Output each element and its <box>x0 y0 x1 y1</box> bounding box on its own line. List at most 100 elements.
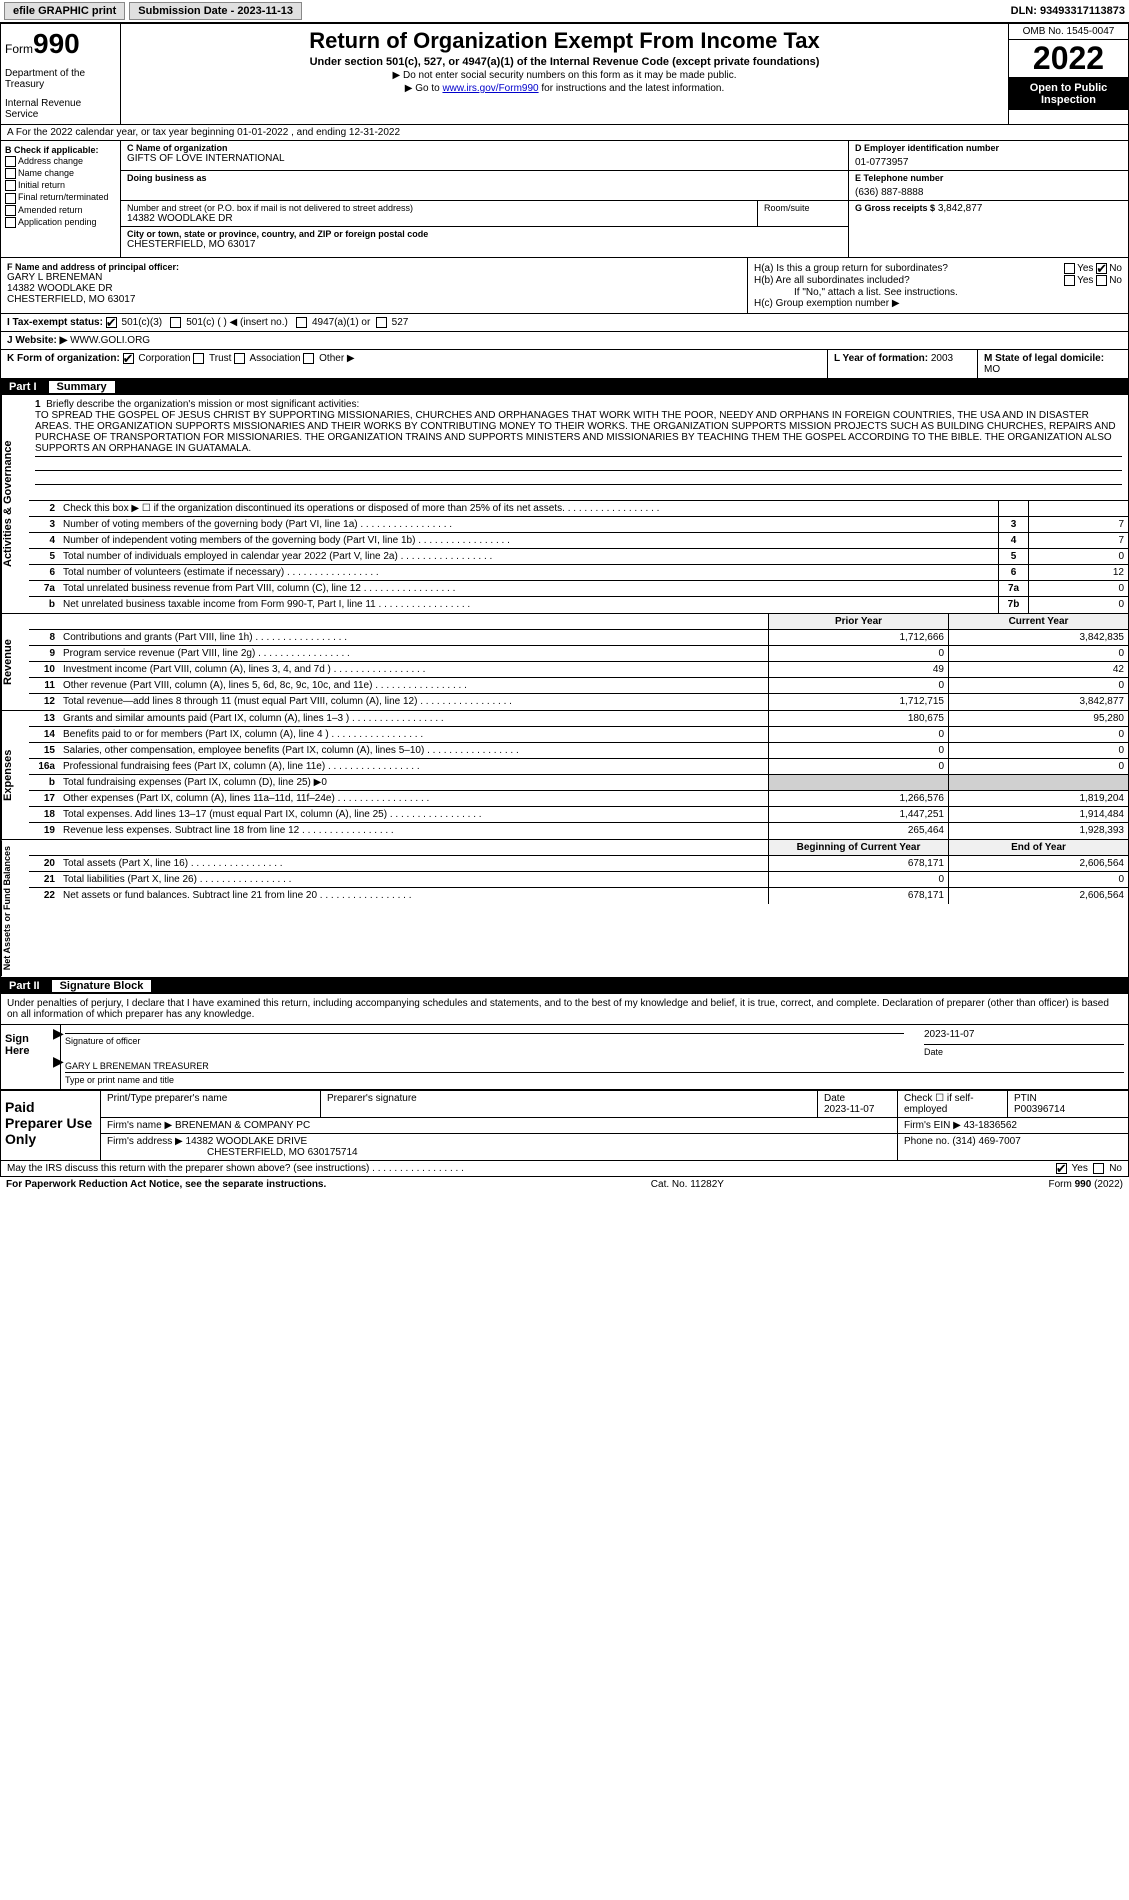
revenue-section: Revenue Prior Year Current Year 8 Contri… <box>1 614 1128 711</box>
cb-4947[interactable] <box>296 317 307 328</box>
preparer-sig-header: Preparer's signature <box>321 1091 818 1117</box>
rev-header-row: Prior Year Current Year <box>29 614 1128 630</box>
row-j-website: J Website: ▶ WWW.GOLI.ORG <box>1 332 1128 350</box>
mission-blank-line2 <box>35 470 1122 482</box>
cb-trust[interactable] <box>193 353 204 364</box>
street-value: 14382 WOODLAKE DR <box>127 213 751 224</box>
form-num: 990 <box>33 28 80 59</box>
dba-box: Doing business as <box>121 171 848 201</box>
mission-num: 1 <box>35 399 41 410</box>
cb-address-change[interactable]: Address change <box>5 156 116 167</box>
m-label: M State of legal domicile: <box>984 353 1104 364</box>
mission-text: TO SPREAD THE GOSPEL OF JESUS CHRIST BY … <box>35 410 1116 454</box>
exp-row-15: 15 Salaries, other compensation, employe… <box>29 743 1128 759</box>
g-label: G Gross receipts $ <box>855 203 935 213</box>
ha-line: H(a) Is this a group return for subordin… <box>754 263 1122 274</box>
date-sig-line <box>924 1044 1124 1045</box>
gov-row-6: 6 Total number of volunteers (estimate i… <box>29 565 1128 581</box>
cb-527[interactable] <box>376 317 387 328</box>
sig-officer-label: Signature of officer <box>65 1036 904 1046</box>
c-label: C Name of organization <box>127 143 842 153</box>
officer-addr2: CHESTERFIELD, MO 63017 <box>7 294 741 305</box>
j-label: J Website: ▶ <box>7 335 67 346</box>
irs-link[interactable]: www.irs.gov/Form990 <box>442 83 538 94</box>
cb-other[interactable] <box>303 353 314 364</box>
ssn-note: ▶ Do not enter social security numbers o… <box>129 70 1000 81</box>
efile-button[interactable]: efile GRAPHIC print <box>4 2 125 20</box>
room-suite: Room/suite <box>758 201 848 226</box>
dept-treasury: Department of the Treasury <box>5 68 116 90</box>
l-value: 2003 <box>931 353 953 364</box>
discuss-row: May the IRS discuss this return with the… <box>1 1160 1128 1176</box>
cb-association[interactable] <box>234 353 245 364</box>
omb-number: OMB No. 1545-0047 <box>1009 24 1128 40</box>
signature-declaration: Under penalties of perjury, I declare th… <box>1 994 1128 1025</box>
part1-num: Part I <box>9 381 37 393</box>
dln-text: DLN: 93493317113873 <box>1011 5 1125 17</box>
e-label: E Telephone number <box>855 173 1122 183</box>
officer-name-line: ▶GARY L BRENEMAN TREASURER <box>65 1061 1124 1073</box>
header-title-block: Return of Organization Exempt From Incom… <box>121 24 1008 124</box>
cb-name-change[interactable]: Name change <box>5 168 116 179</box>
ha-no-cb[interactable] <box>1096 263 1107 274</box>
firm-addr-cell: Firm's address ▶ 14382 WOODLAKE DRIVECHE… <box>101 1134 898 1160</box>
submission-date-button[interactable]: Submission Date - 2023-11-13 <box>129 2 302 20</box>
phone-box: E Telephone number (636) 887-8888 <box>849 171 1128 201</box>
website-value: WWW.GOLI.ORG <box>70 335 150 346</box>
row-k-form-org: K Form of organization: Corporation Trus… <box>1 350 1128 379</box>
cb-application-pending[interactable]: Application pending <box>5 217 116 228</box>
paid-preparer-section: Paid Preparer Use Only Print/Type prepar… <box>1 1090 1128 1160</box>
form-number: Form990 <box>5 28 116 60</box>
rev-row-11: 11 Other revenue (Part VIII, column (A),… <box>29 678 1128 694</box>
cb-amended-return[interactable]: Amended return <box>5 205 116 216</box>
l-year-formation: L Year of formation: 2003 <box>828 350 978 378</box>
exp-row-13: 13 Grants and similar amounts paid (Part… <box>29 711 1128 727</box>
form-subtitle: Under section 501(c), 527, or 4947(a)(1)… <box>129 56 1000 68</box>
phone-value: (636) 887-8888 <box>855 187 1122 198</box>
goto-post: for instructions and the latest informat… <box>539 83 725 94</box>
discuss-label: May the IRS discuss this return with the… <box>7 1163 464 1174</box>
net-row-20: 20 Total assets (Part X, line 16) 678,17… <box>29 856 1128 872</box>
preparer-date-cell: Date2023-11-07 <box>818 1091 898 1117</box>
city-box: City or town, state or province, country… <box>121 227 848 257</box>
cat-number: Cat. No. 11282Y <box>651 1179 724 1190</box>
hb-note: If "No," attach a list. See instructions… <box>754 287 1122 298</box>
cb-corporation[interactable] <box>123 353 134 364</box>
part2-num: Part II <box>9 980 40 992</box>
street-box: Number and street (or P.O. box if mail i… <box>121 201 758 226</box>
end-year-header: End of Year <box>948 840 1128 855</box>
officer-name: GARY L BRENEMAN <box>7 272 741 283</box>
exp-row-18: 18 Total expenses. Add lines 13–17 (must… <box>29 807 1128 823</box>
h-group-return-box: H(a) Is this a group return for subordin… <box>748 258 1128 313</box>
cb-final-return[interactable]: Final return/terminated <box>5 192 116 203</box>
governance-section: Activities & Governance 1 Briefly descri… <box>1 395 1128 614</box>
ha-yes-cb[interactable] <box>1064 263 1075 274</box>
fgh-row: F Name and address of principal officer:… <box>1 258 1128 314</box>
hb-yes-cb[interactable] <box>1064 275 1075 286</box>
pra-notice: For Paperwork Reduction Act Notice, see … <box>6 1179 326 1190</box>
officer-sig-line[interactable]: ▶ <box>65 1033 904 1034</box>
f-officer-box: F Name and address of principal officer:… <box>1 258 748 313</box>
footer-bottom: For Paperwork Reduction Act Notice, see … <box>0 1177 1129 1192</box>
cb-501c3[interactable] <box>106 317 117 328</box>
expenses-section: Expenses 13 Grants and similar amounts p… <box>1 711 1128 840</box>
cb-501c[interactable] <box>170 317 181 328</box>
public-inspection: Open to Public Inspection <box>1009 78 1128 110</box>
officer-name-title: GARY L BRENEMAN TREASURER <box>65 1061 209 1071</box>
info-grid: B Check if applicable: Address change Na… <box>1 141 1128 258</box>
org-name-box: C Name of organization GIFTS OF LOVE INT… <box>121 141 848 171</box>
hb-no-cb[interactable] <box>1096 275 1107 286</box>
type-name-label: Type or print name and title <box>65 1075 1124 1085</box>
k-label: K Form of organization: <box>7 354 120 365</box>
discuss-no-cb[interactable] <box>1093 1163 1104 1174</box>
mission-block: 1 Briefly describe the organization's mi… <box>29 395 1128 501</box>
m-state-domicile: M State of legal domicile: MO <box>978 350 1128 378</box>
discuss-yes-cb[interactable] <box>1056 1163 1067 1174</box>
goto-note: ▶ Go to www.irs.gov/Form990 for instruct… <box>129 83 1000 94</box>
net-row-21: 21 Total liabilities (Part X, line 26) 0… <box>29 872 1128 888</box>
cb-initial-return[interactable]: Initial return <box>5 180 116 191</box>
header-left: Form990 Department of the Treasury Inter… <box>1 24 121 124</box>
mission-blank-line3 <box>35 484 1122 496</box>
org-name: GIFTS OF LOVE INTERNATIONAL <box>127 153 842 164</box>
i-label: I Tax-exempt status: <box>7 317 103 328</box>
